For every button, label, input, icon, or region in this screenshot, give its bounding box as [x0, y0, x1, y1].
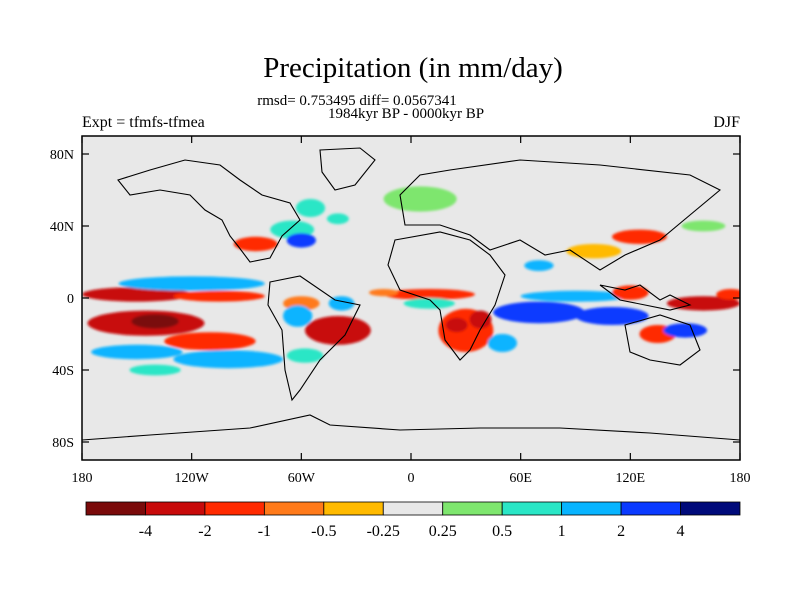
y-tick-label-4: 80S — [52, 436, 74, 451]
anomaly-region-37 — [681, 220, 726, 232]
anomaly-region-9 — [304, 316, 371, 345]
anomaly-region-7 — [173, 350, 284, 369]
anomaly-region-1 — [173, 290, 265, 302]
anomaly-region-18 — [326, 213, 349, 225]
coast-south-america — [267, 275, 361, 402]
colorbar-swatch-4 — [323, 501, 384, 516]
colorbar-swatch-0 — [85, 501, 146, 516]
chart-title: Precipitation (in mm/day) — [263, 52, 563, 84]
colorbar-label-0: -4 — [139, 523, 152, 540]
x-tick-label-2: 60W — [288, 471, 316, 486]
coastlines — [82, 147, 740, 441]
anomaly-region-27 — [493, 301, 585, 324]
colorbar-swatch-6 — [442, 501, 503, 516]
colorbar-swatch-8 — [561, 501, 622, 516]
colorbar-label-7: 1 — [558, 523, 566, 540]
y-tick-label-2: 0 — [67, 292, 74, 307]
anomaly-region-6 — [91, 344, 183, 360]
colorbar-swatch-3 — [263, 501, 325, 516]
anomaly-region-24 — [469, 310, 492, 329]
anomaly-region-38 — [524, 260, 554, 271]
coast-australia — [624, 314, 701, 366]
anomaly-region-26 — [487, 334, 518, 352]
y-tick-label-0: 80N — [50, 148, 74, 163]
x-tick-label-4: 60E — [509, 471, 532, 486]
axes: 180 120W 60W 0 60E 120E 180 80N 40N 0 40S 80S — [50, 136, 751, 486]
anomaly-region-14 — [233, 236, 278, 252]
anomaly-region-17 — [295, 199, 326, 217]
colorbar-label-5: 0.25 — [429, 523, 457, 540]
coast-maritime — [599, 284, 692, 311]
anomaly-region-35 — [566, 244, 622, 259]
colorbar-label-9: 4 — [677, 523, 685, 540]
anomaly-region-2 — [118, 276, 265, 291]
y-tick-label-3: 40S — [52, 364, 74, 379]
experiment-label: Expt = tfmfs-tfmea — [82, 114, 205, 131]
anomaly-region-12 — [283, 305, 313, 327]
anomaly-region-4 — [131, 314, 179, 329]
anomaly-region-8 — [129, 364, 181, 376]
colorbar-label-8: 2 — [617, 523, 625, 540]
colorbar-swatch-2 — [204, 501, 265, 516]
anomaly-region-16 — [286, 233, 316, 248]
colorbar-swatch-7 — [501, 501, 563, 516]
anomaly-region-13 — [286, 348, 324, 363]
colorbar-swatch-5 — [382, 501, 444, 516]
anomaly-region-36 — [612, 229, 667, 244]
anomaly-region-31 — [666, 296, 740, 311]
anomaly-region-21 — [368, 289, 399, 297]
anomaly-region-32 — [716, 289, 740, 300]
anomaly-region-5 — [164, 332, 256, 351]
anomaly-region-28 — [575, 307, 649, 325]
colorbar-swatch-10 — [680, 501, 741, 516]
colorbar-label-1: -2 — [198, 523, 211, 540]
coast-north-america — [117, 159, 301, 263]
coast-greenland — [319, 147, 376, 191]
colorbar-swatch-1 — [145, 501, 206, 516]
anomaly-region-34 — [663, 323, 708, 338]
anomaly-region-22 — [403, 298, 455, 309]
chart-period: 1984kyr BP - 0000kyr BP — [327, 106, 485, 122]
x-tick-label-0: 180 — [72, 471, 93, 486]
colorbar-label-6: 0.5 — [492, 523, 512, 540]
coast-eurasia — [399, 159, 721, 271]
x-tick-label-5: 120E — [616, 471, 646, 486]
x-tick-label-1: 120W — [175, 471, 210, 486]
y-tick-label-1: 40N — [50, 220, 74, 235]
x-tick-label-6: 180 — [730, 471, 751, 486]
x-tick-label-3: 0 — [408, 471, 415, 486]
chart-stats-line: rmsd= 0.753495 diff= 0.0567341 — [257, 93, 457, 109]
anomaly-region-25 — [445, 317, 468, 333]
colorbar: -4 -2 -1 -0.5 -0.25 0.25 0.5 1 2 4 — [85, 501, 741, 540]
colorbar-label-2: -1 — [258, 523, 271, 540]
anomaly-region-19 — [383, 186, 457, 212]
anomaly-region-0 — [82, 287, 192, 302]
colorbar-label-4: -0.25 — [367, 523, 400, 540]
colorbar-swatch-9 — [620, 501, 681, 516]
colorbar-label-3: -0.5 — [311, 523, 336, 540]
season-label: DJF — [713, 114, 740, 131]
anomaly-region-29 — [520, 290, 631, 302]
coast-antarctica — [82, 414, 740, 441]
coast-africa — [387, 231, 506, 361]
